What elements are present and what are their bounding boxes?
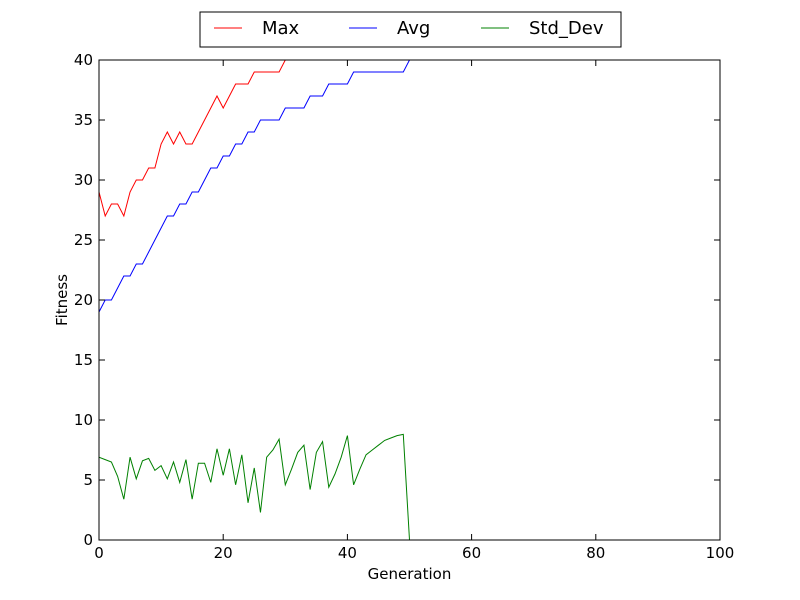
y-tick-label: 15 — [74, 351, 93, 369]
plot-area — [99, 60, 720, 540]
x-tick-label: 80 — [586, 544, 605, 562]
x-tick-label: 40 — [338, 544, 357, 562]
y-tick-label: 35 — [74, 111, 93, 129]
y-axis-label: Fitness — [53, 274, 71, 326]
x-tick-label: 0 — [94, 544, 104, 562]
legend-box — [199, 11, 622, 48]
x-tick-label: 100 — [706, 544, 735, 562]
legend-label-avg: Avg — [397, 18, 430, 39]
x-axis-label: Generation — [368, 565, 452, 583]
x-tick-label: 20 — [214, 544, 233, 562]
series-layer — [99, 60, 720, 540]
y-tick-label: 10 — [74, 411, 93, 429]
legend: Max Avg Std_Dev — [199, 11, 622, 48]
y-tick-label: 0 — [83, 531, 93, 549]
series-line-std-dev — [99, 433, 720, 540]
y-tick-label: 5 — [83, 471, 93, 489]
ticks-layer: 0 20 40 60 80 100 0 5 10 15 20 25 30 35 40 — [74, 51, 734, 562]
y-tick-label: 25 — [74, 231, 93, 249]
y-tick-label: 40 — [74, 51, 93, 69]
y-tick-label: 20 — [74, 291, 93, 309]
x-tick-label: 60 — [462, 544, 481, 562]
legend-label-max: Max — [262, 18, 300, 39]
y-tick-label: 30 — [74, 171, 93, 189]
series-line-avg — [99, 60, 720, 313]
legend-label-std-dev: Std_Dev — [529, 18, 604, 39]
series-line-max — [99, 60, 720, 218]
